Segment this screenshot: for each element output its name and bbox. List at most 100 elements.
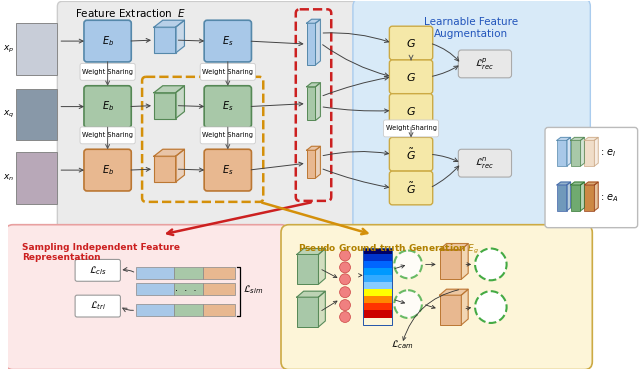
FancyBboxPatch shape: [389, 171, 433, 205]
Bar: [307, 150, 316, 178]
Text: Weight Sharing: Weight Sharing: [82, 132, 133, 138]
FancyBboxPatch shape: [204, 86, 252, 127]
Polygon shape: [154, 86, 184, 93]
Polygon shape: [566, 137, 571, 166]
Bar: [440, 295, 461, 325]
Text: $\mathcal{L}_{sim}$: $\mathcal{L}_{sim}$: [243, 283, 263, 296]
Bar: [297, 255, 319, 284]
Bar: [173, 283, 203, 295]
FancyBboxPatch shape: [75, 259, 120, 281]
FancyBboxPatch shape: [389, 137, 433, 171]
Text: $E_s$: $E_s$: [222, 34, 234, 48]
Bar: [297, 297, 319, 327]
FancyBboxPatch shape: [204, 20, 252, 62]
FancyBboxPatch shape: [200, 63, 255, 80]
Polygon shape: [571, 137, 584, 140]
Bar: [154, 27, 175, 53]
Circle shape: [340, 250, 351, 261]
Text: $\mathcal{L}^p_{rec}$: $\mathcal{L}^p_{rec}$: [475, 56, 495, 72]
Bar: [16, 23, 58, 75]
FancyBboxPatch shape: [204, 149, 252, 191]
Circle shape: [340, 262, 351, 273]
Text: $\tilde{G}$: $\tilde{G}$: [406, 181, 416, 195]
FancyBboxPatch shape: [5, 225, 289, 370]
FancyBboxPatch shape: [389, 60, 433, 94]
Polygon shape: [461, 289, 468, 325]
Polygon shape: [297, 291, 325, 297]
Bar: [307, 87, 316, 121]
Text: Feature Extraction  $\mathit{E}$: Feature Extraction $\mathit{E}$: [75, 7, 186, 19]
Bar: [136, 304, 173, 316]
Polygon shape: [154, 20, 184, 27]
FancyBboxPatch shape: [281, 225, 592, 370]
Bar: [307, 23, 316, 65]
Bar: [363, 303, 392, 311]
FancyBboxPatch shape: [389, 26, 433, 60]
Bar: [571, 185, 580, 211]
Bar: [440, 249, 461, 279]
Bar: [154, 156, 175, 182]
Polygon shape: [316, 146, 321, 178]
Polygon shape: [175, 149, 184, 182]
Circle shape: [394, 250, 422, 278]
Polygon shape: [175, 20, 184, 53]
Text: $x_n$: $x_n$: [3, 173, 14, 183]
Circle shape: [475, 291, 507, 323]
Bar: [203, 268, 235, 279]
Text: $G$: $G$: [406, 71, 416, 83]
Bar: [363, 248, 392, 255]
Polygon shape: [316, 83, 321, 121]
Text: Weight Sharing: Weight Sharing: [202, 69, 253, 75]
FancyBboxPatch shape: [389, 94, 433, 127]
Text: $E_b$: $E_b$: [102, 163, 114, 177]
Polygon shape: [557, 182, 571, 185]
Text: Weight Sharing: Weight Sharing: [202, 132, 253, 138]
Polygon shape: [307, 19, 321, 23]
Bar: [363, 282, 392, 290]
Bar: [173, 268, 203, 279]
Polygon shape: [584, 182, 598, 185]
Bar: [136, 268, 173, 279]
Text: ·  ·  ·: · · ·: [175, 286, 196, 296]
FancyBboxPatch shape: [383, 120, 438, 137]
Polygon shape: [461, 243, 468, 279]
Bar: [173, 304, 203, 316]
Polygon shape: [557, 137, 571, 140]
Polygon shape: [566, 182, 571, 211]
Bar: [584, 140, 595, 166]
Polygon shape: [595, 137, 598, 166]
Polygon shape: [297, 249, 325, 255]
Bar: [154, 93, 175, 118]
FancyBboxPatch shape: [80, 127, 135, 144]
Text: $G$: $G$: [406, 105, 416, 117]
Bar: [557, 140, 566, 166]
FancyBboxPatch shape: [58, 1, 363, 232]
Bar: [16, 152, 58, 204]
Text: Sampling Independent Feature
Representation: Sampling Independent Feature Representat…: [22, 243, 180, 262]
FancyBboxPatch shape: [353, 0, 590, 235]
Polygon shape: [319, 249, 325, 284]
Bar: [16, 89, 58, 140]
Text: $G$: $G$: [406, 37, 416, 49]
Text: $E_s$: $E_s$: [222, 163, 234, 177]
Circle shape: [340, 300, 351, 310]
Text: $x_q$: $x_q$: [3, 109, 14, 120]
Text: $\mathcal{L}_{cls}$: $\mathcal{L}_{cls}$: [89, 264, 107, 277]
Bar: [363, 248, 392, 325]
Bar: [571, 140, 580, 166]
Bar: [203, 283, 235, 295]
Text: $\mathcal{L}_{cam}$: $\mathcal{L}_{cam}$: [391, 338, 413, 351]
Polygon shape: [154, 149, 184, 156]
Text: Weight Sharing: Weight Sharing: [82, 69, 133, 75]
Bar: [363, 310, 392, 318]
Text: $E_s$: $E_s$: [222, 100, 234, 114]
Polygon shape: [307, 83, 321, 87]
Text: $x_p$: $x_p$: [3, 44, 14, 55]
FancyBboxPatch shape: [545, 127, 637, 228]
FancyBboxPatch shape: [75, 295, 120, 317]
Bar: [363, 289, 392, 297]
FancyBboxPatch shape: [458, 50, 511, 78]
Text: $E_b$: $E_b$: [102, 34, 114, 48]
Polygon shape: [316, 19, 321, 65]
Polygon shape: [440, 289, 468, 295]
